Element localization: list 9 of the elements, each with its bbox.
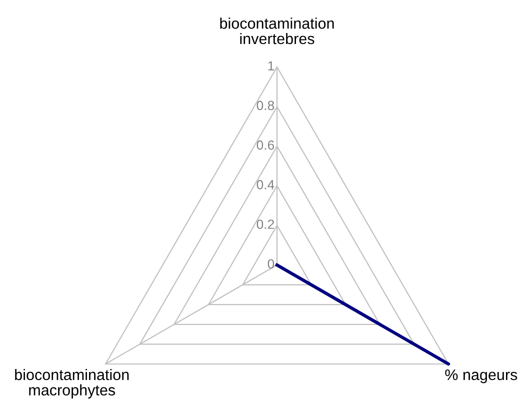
y-tick-label: 0: [268, 259, 274, 269]
y-tick-label: 1: [268, 61, 274, 70]
y-tick-label: 0.4: [256, 180, 274, 190]
spoke-label: biocontamination macrophytes: [15, 368, 129, 399]
spoke-label: biocontamination invertebres: [220, 18, 334, 44]
y-tick-label: 0.2: [256, 220, 274, 229]
y-tick-label: 0.6: [256, 140, 274, 150]
spoke-label: % nageurs: [445, 369, 518, 384]
y-tick-label: 0.8: [256, 100, 274, 110]
